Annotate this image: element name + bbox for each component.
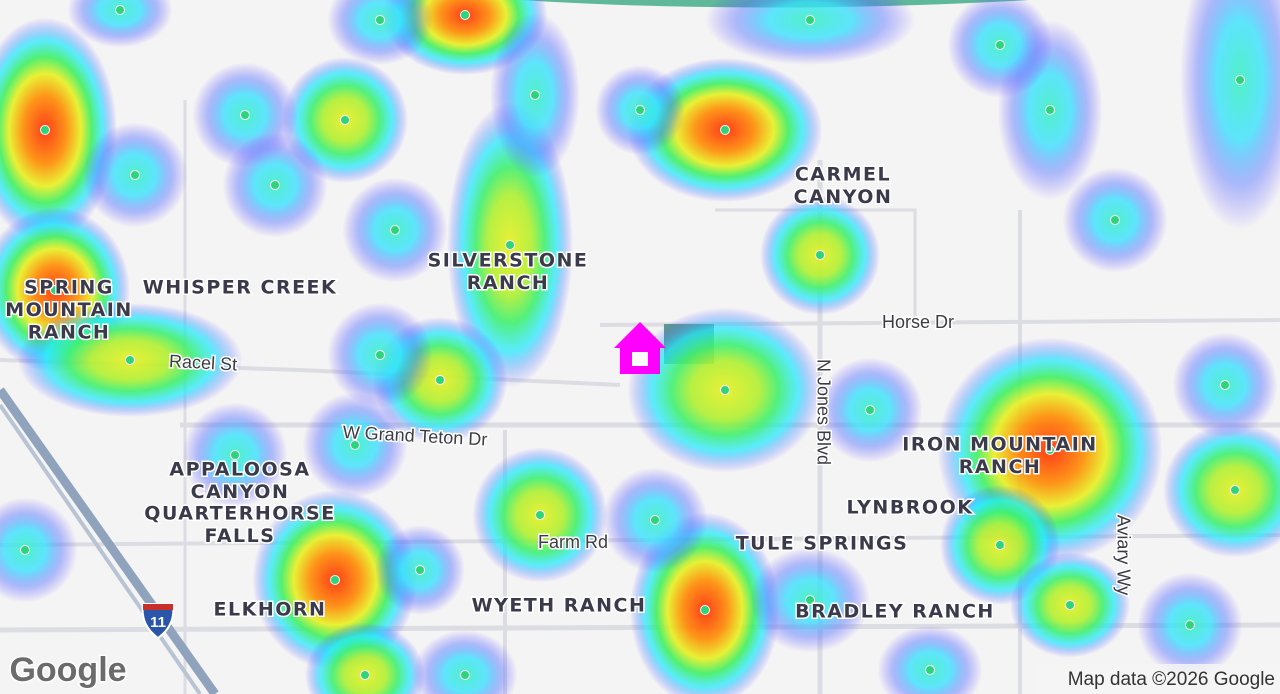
heat-blob [705, 0, 915, 65]
neighborhood-label: QUARTERHORSE [144, 503, 335, 525]
point-marker [635, 105, 645, 115]
point-marker [1110, 215, 1120, 225]
neighborhood-label: BRADLEY RANCH [795, 601, 995, 623]
highway-shield: 11 [141, 603, 175, 640]
shield-label: 11 [150, 614, 166, 631]
point-marker [530, 90, 540, 100]
highway [0, 403, 202, 694]
point-marker [700, 605, 710, 615]
point-marker [415, 565, 425, 575]
point-marker [125, 355, 135, 365]
point-marker [720, 125, 730, 135]
street-label: Horse Dr [882, 312, 954, 332]
point-marker [650, 515, 660, 525]
point-marker [925, 665, 935, 675]
heat-blob [412, 630, 518, 694]
point-marker [505, 240, 515, 250]
point-marker [1185, 620, 1195, 630]
point-marker [230, 450, 240, 460]
point-marker [270, 180, 280, 190]
neighborhood-label: LYNBROOK [847, 497, 974, 519]
heat-blob [0, 497, 78, 603]
point-marker [375, 15, 385, 25]
attribution-bg [1034, 664, 1280, 694]
point-marker [40, 125, 50, 135]
street-label: Aviary Wy [1113, 515, 1133, 596]
heat-blob [305, 622, 425, 694]
neighborhood-label: CANYON [191, 481, 290, 503]
neighborhood-label: WYETH RANCH [472, 595, 647, 617]
neighborhood-label: IRON MOUNTAIN [902, 434, 1097, 456]
heat-blob [1163, 422, 1280, 558]
point-marker [535, 510, 545, 520]
window [632, 352, 648, 366]
neighborhood-label: WHISPER CREEK [143, 277, 338, 299]
point-marker [50, 285, 60, 295]
point-marker [340, 115, 350, 125]
point-marker [720, 385, 730, 395]
logo: Google [9, 651, 126, 689]
neighborhood-label: RANCH [28, 322, 111, 344]
neighborhood-label: RANCH [959, 456, 1042, 478]
point-marker [375, 350, 385, 360]
neighborhood-label: SPRING [24, 277, 114, 299]
point-marker [130, 170, 140, 180]
point-marker [115, 5, 125, 15]
neighborhood-label: FALLS [205, 525, 276, 547]
point-marker [995, 40, 1005, 50]
point-marker [1220, 380, 1230, 390]
point-marker [1235, 75, 1245, 85]
neighborhood-label: ELKHORN [214, 599, 327, 621]
street-label: N Jones Blvd [813, 359, 833, 465]
heat-blob [1180, 0, 1280, 230]
point-marker [805, 15, 815, 25]
point-marker [460, 670, 470, 680]
neighborhood-label: CARMEL [795, 164, 891, 186]
point-marker [805, 595, 815, 605]
highway [0, 387, 219, 694]
point-marker [1230, 485, 1240, 495]
point-marker [435, 375, 445, 385]
point-marker [360, 670, 370, 680]
point-marker [460, 10, 470, 20]
neighborhood-label: APPALOOSA [169, 459, 310, 481]
heat-blob [877, 625, 983, 694]
point-marker [865, 405, 875, 415]
home-icon[interactable] [614, 322, 666, 374]
street-label: Farm Rd [538, 532, 608, 552]
point-marker [390, 225, 400, 235]
point-marker [240, 110, 250, 120]
point-marker [815, 250, 825, 260]
point-marker [20, 545, 30, 555]
point-marker [1065, 600, 1075, 610]
neighborhood-label: SILVERSTONE [428, 250, 589, 272]
neighborhood-label: TULE SPRINGS [736, 533, 909, 555]
heat-blob [327, 0, 433, 65]
neighborhood-label: RANCH [467, 272, 550, 294]
street-label: Racel St [169, 351, 238, 375]
point-marker [1045, 105, 1055, 115]
heat-blob [67, 0, 173, 48]
point-marker [1045, 445, 1055, 455]
attribution[interactable]: Map data ©2026 Google [1068, 669, 1275, 690]
neighborhood-label: MOUNTAIN [5, 299, 133, 321]
point-marker [330, 575, 340, 585]
point-marker [995, 540, 1005, 550]
neighborhood-label: CANYON [794, 186, 893, 208]
home-marker[interactable] [614, 322, 666, 374]
point-marker [350, 440, 360, 450]
